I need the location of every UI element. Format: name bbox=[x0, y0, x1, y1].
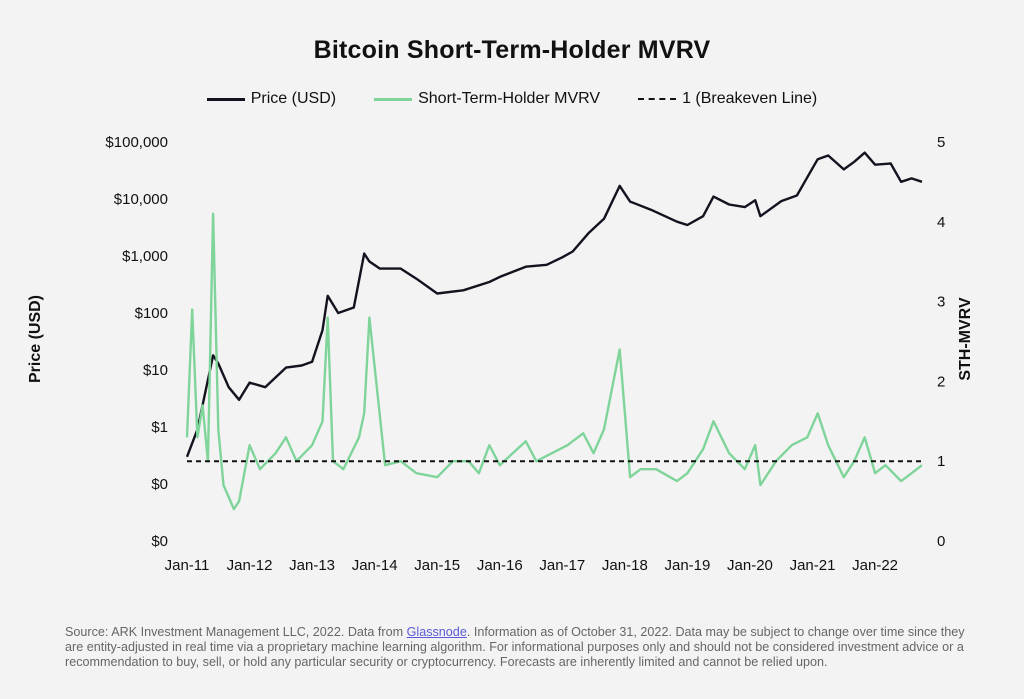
y-left-tick-label: $1,000 bbox=[122, 248, 168, 265]
y-axis-left-title: Price (USD) bbox=[27, 294, 44, 384]
footnote-text-pre: Source: ARK Investment Management LLC, 2… bbox=[65, 625, 407, 639]
x-tick-label: Jan-21 bbox=[790, 557, 836, 574]
legend: Price (USD) Short-Term-Holder MVRV 1 (Br… bbox=[0, 90, 1024, 108]
y-left-tick-label: $100,000 bbox=[105, 134, 168, 151]
chart-title: Bitcoin Short-Term-Holder MVRV bbox=[313, 36, 711, 64]
y-left-tick-label: $10 bbox=[143, 362, 168, 379]
x-tick-label: Jan-12 bbox=[227, 557, 273, 574]
y-right-tick-label: 5 bbox=[937, 134, 945, 151]
x-tick-label: Jan-14 bbox=[352, 557, 398, 574]
legend-swatch-breakeven bbox=[638, 98, 677, 100]
series-line-price bbox=[185, 151, 923, 458]
footnote-text-post: . Information as of October 31, 2022. Da… bbox=[65, 625, 965, 669]
legend-item-mvrv: Short-Term-Holder MVRV bbox=[374, 90, 600, 108]
y-left-tick-label: $0 bbox=[151, 476, 168, 493]
x-tick-label: Jan-17 bbox=[539, 557, 585, 574]
y-right-tick-label: 4 bbox=[937, 214, 945, 231]
y-left-tick-label: $100 bbox=[135, 305, 168, 322]
legend-label-price: Price (USD) bbox=[250, 90, 337, 107]
legend-label-breakeven: 1 (Breakeven Line) bbox=[682, 90, 818, 107]
y-right-tick-label: 2 bbox=[937, 373, 945, 390]
y-right-tick-label: 3 bbox=[937, 294, 945, 311]
y-right-tick-label: 0 bbox=[937, 533, 945, 550]
glassnode-link[interactable]: Glassnode bbox=[406, 625, 467, 639]
footnote: Source: ARK Investment Management LLC, 2… bbox=[65, 625, 980, 670]
y-left-tick-label: $10,000 bbox=[114, 191, 168, 208]
x-tick-label: Jan-18 bbox=[602, 557, 648, 574]
x-tick-label: Jan-20 bbox=[727, 557, 773, 574]
legend-swatch-mvrv bbox=[374, 97, 413, 101]
x-tick-label: Jan-16 bbox=[477, 557, 523, 574]
x-tick-label: Jan-22 bbox=[852, 557, 898, 574]
legend-item-breakeven: 1 (Breakeven Line) bbox=[638, 90, 817, 108]
series-line-sth-mvrv bbox=[185, 212, 923, 511]
y-axis-right-title: STH-MVRV bbox=[957, 297, 974, 381]
legend-swatch-price bbox=[206, 97, 245, 101]
y-left-tick-label: $0 bbox=[151, 533, 168, 550]
legend-item-price: Price (USD) bbox=[206, 90, 337, 108]
x-tick-label: Jan-19 bbox=[664, 557, 710, 574]
x-tick-label: Jan-15 bbox=[414, 557, 460, 574]
y-right-tick-label: 1 bbox=[937, 453, 945, 470]
y-left-tick-label: $1 bbox=[151, 419, 168, 436]
x-tick-label: Jan-13 bbox=[289, 557, 335, 574]
legend-label-mvrv: Short-Term-Holder MVRV bbox=[418, 90, 601, 107]
plot-area: $100,000 $10,000 $1,000 $100 $10 $1 $0 $0 5 4 3 2 1 0… bbox=[105, 134, 945, 574]
x-tick-label: Jan-11 bbox=[165, 557, 210, 574]
